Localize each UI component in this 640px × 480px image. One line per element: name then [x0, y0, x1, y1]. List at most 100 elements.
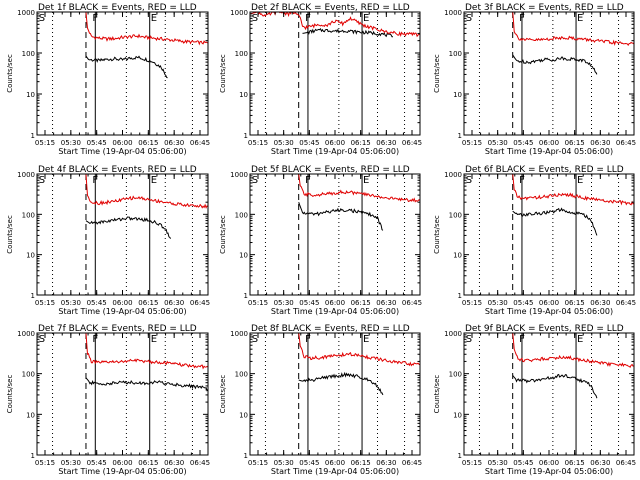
y-tick-label: 1	[244, 292, 248, 300]
y-tick-label: 1	[244, 132, 248, 140]
x-tick-label: 05:30	[61, 139, 81, 147]
x-tick-label: 06:30	[590, 299, 610, 307]
period-marker-E: E	[577, 175, 583, 186]
x-tick-label: 06:45	[616, 299, 636, 307]
y-tick-label: 100	[449, 211, 462, 219]
y-tick-label: 1	[458, 132, 462, 140]
x-tick-label: 05:45	[87, 139, 107, 147]
lld-trace	[250, 12, 420, 38]
x-tick-label: 05:15	[248, 459, 268, 467]
x-tick-label: 05:45	[87, 299, 107, 307]
panel-title: Det 1f BLACK = Events, RED = LLD	[38, 3, 197, 13]
x-axis-label: Start Time (19-Apr-04 05:06:00)	[271, 147, 399, 156]
y-tick-label: 1000	[444, 171, 462, 179]
y-tick-label: 1000	[230, 171, 248, 179]
x-tick-label: 05:30	[274, 139, 294, 147]
y-tick-label: 10	[239, 411, 248, 419]
y-tick-label: 10	[26, 411, 35, 419]
x-tick-label: 05:15	[35, 139, 55, 147]
x-tick-label: 05:30	[274, 459, 294, 467]
x-tick-label: 06:15	[351, 299, 371, 307]
y-axis-label: Counts/sec	[433, 215, 441, 254]
period-marker-S: S	[39, 175, 45, 186]
x-tick-label: 06:45	[616, 139, 636, 147]
plot-frame	[36, 11, 209, 136]
lld-trace	[298, 174, 420, 203]
x-tick-label: 05:15	[248, 139, 268, 147]
events-trace	[85, 216, 172, 239]
period-marker-S: S	[39, 13, 45, 24]
period-marker-E: E	[577, 13, 583, 24]
x-tick-label: 06:00	[539, 139, 559, 147]
events-trace	[298, 202, 384, 231]
period-marker-E: E	[363, 334, 369, 345]
panel-title: Det 5f BLACK = Events, RED = LLD	[251, 165, 410, 175]
y-tick-label: 100	[235, 50, 248, 58]
y-tick-label: 10	[239, 252, 248, 260]
x-tick-label: 05:30	[488, 299, 508, 307]
period-marker-E: E	[577, 334, 583, 345]
y-tick-label: 100	[449, 50, 462, 58]
period-marker-F: F	[519, 334, 525, 345]
x-tick-label: 05:45	[513, 459, 533, 467]
plot-frame	[249, 173, 421, 296]
x-tick-label: 06:00	[539, 299, 559, 307]
x-tick-label: 06:00	[325, 139, 345, 147]
period-marker-E: E	[151, 175, 157, 186]
x-tick-label: 06:00	[112, 299, 132, 307]
x-tick-label: 06:45	[190, 139, 210, 147]
y-tick-label: 10	[26, 91, 35, 99]
x-tick-label: 06:30	[376, 459, 396, 467]
lld-trace	[85, 174, 208, 209]
x-tick-label: 05:45	[299, 299, 319, 307]
x-tick-label: 06:45	[190, 299, 210, 307]
x-tick-label: 06:00	[112, 139, 132, 147]
y-tick-label: 1	[244, 452, 248, 460]
x-tick-label: 06:15	[565, 139, 585, 147]
events-trace	[85, 55, 168, 79]
y-tick-label: 1	[31, 292, 35, 300]
y-tick-label: 1000	[17, 171, 35, 179]
lld-trace	[512, 333, 634, 368]
x-tick-label: 06:15	[351, 459, 371, 467]
period-marker-S: S	[252, 334, 258, 345]
x-tick-label: 05:45	[299, 139, 319, 147]
plot-frame	[36, 173, 209, 296]
x-tick-label: 05:45	[513, 139, 533, 147]
x-tick-label: 06:15	[138, 459, 158, 467]
y-tick-label: 1000	[230, 330, 248, 338]
x-axis-label: Start Time (19-Apr-04 05:06:00)	[271, 467, 399, 476]
y-tick-label: 10	[453, 252, 462, 260]
panel-title: Det 4f BLACK = Events, RED = LLD	[38, 165, 197, 175]
x-tick-label: 06:15	[565, 299, 585, 307]
x-tick-label: 05:15	[462, 299, 482, 307]
period-marker-S: S	[466, 334, 472, 345]
x-axis-label: Start Time (19-Apr-04 05:06:00)	[485, 307, 613, 316]
period-marker-S: S	[252, 175, 258, 186]
y-tick-label: 100	[22, 211, 35, 219]
period-marker-F: F	[92, 13, 98, 24]
y-tick-label: 100	[449, 371, 462, 379]
x-tick-label: 05:30	[61, 299, 81, 307]
y-tick-label: 1	[458, 292, 462, 300]
period-marker-E: E	[363, 13, 369, 24]
y-tick-label: 1	[458, 452, 462, 460]
x-tick-label: 06:15	[351, 139, 371, 147]
panel-title: Det 8f BLACK = Events, RED = LLD	[251, 324, 410, 334]
period-marker-E: E	[363, 175, 369, 186]
period-marker-S: S	[466, 175, 472, 186]
x-axis-label: Start Time (19-Apr-04 05:06:00)	[58, 467, 186, 476]
y-tick-label: 1000	[444, 9, 462, 17]
x-axis-label: Start Time (19-Apr-04 05:06:00)	[58, 307, 186, 316]
period-marker-F: F	[519, 13, 525, 24]
x-tick-label: 06:00	[325, 459, 345, 467]
x-tick-label: 06:30	[164, 139, 184, 147]
period-marker-F: F	[305, 334, 311, 345]
period-marker-S: S	[252, 13, 258, 24]
x-tick-label: 06:45	[190, 459, 210, 467]
